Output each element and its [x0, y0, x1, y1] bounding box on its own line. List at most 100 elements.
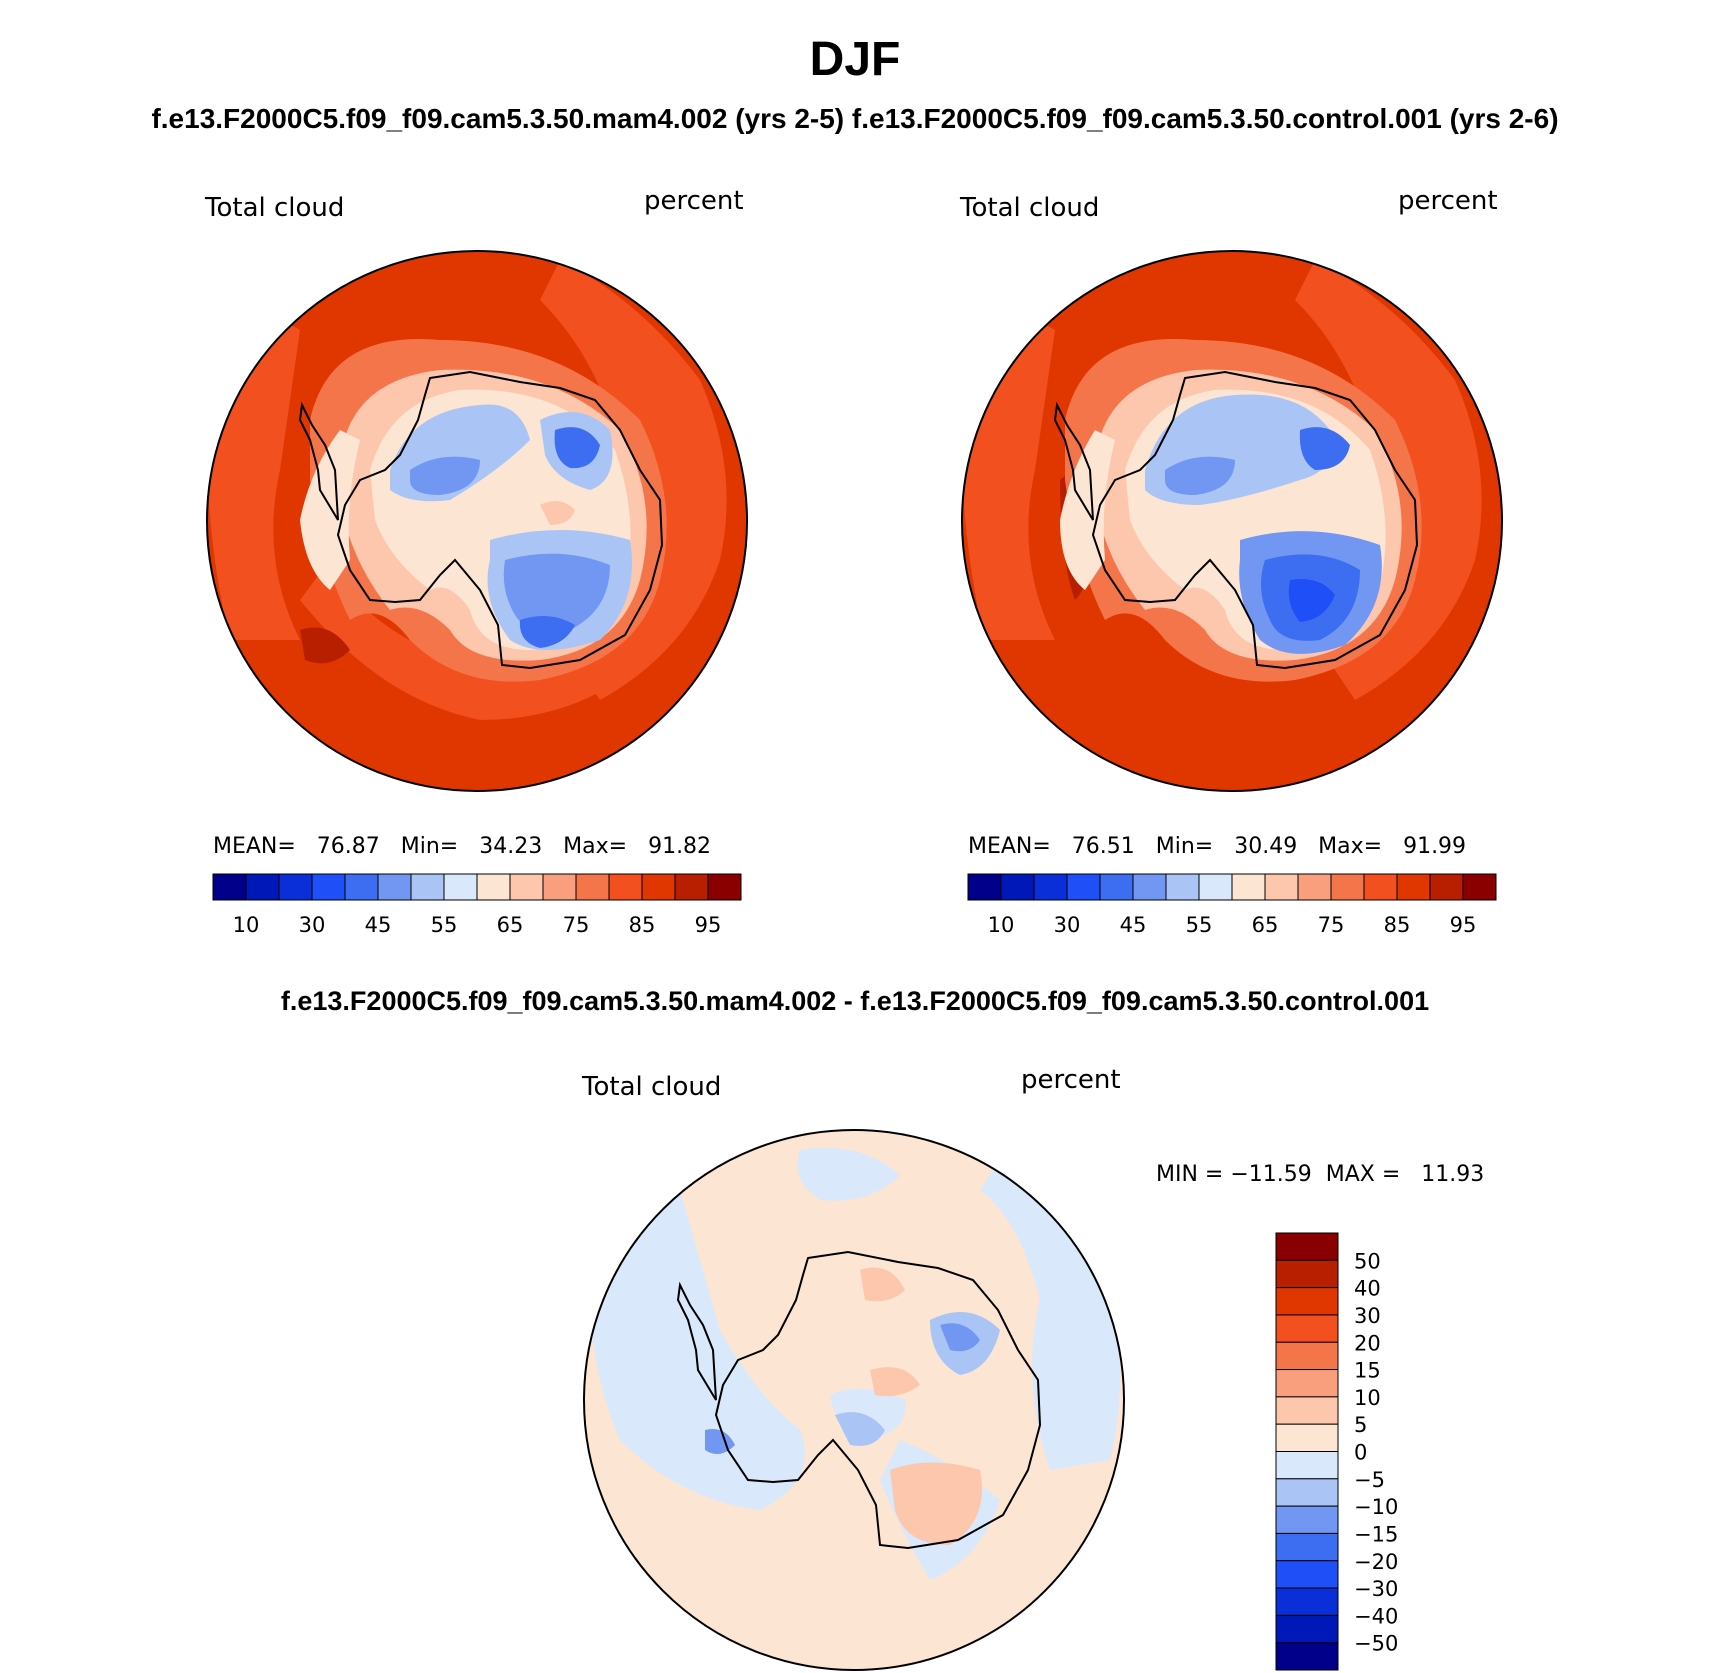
colorbar-1-swatch: [476, 873, 511, 901]
colorbar-2-tick-label: 55: [1186, 913, 1213, 937]
figure-title: DJF: [809, 33, 901, 86]
colorbar-2-swatch: [1033, 873, 1068, 901]
colorbar-diff-tick-label: 15: [1354, 1359, 1381, 1383]
map-boundary-2: [961, 250, 1503, 792]
colorbar-panel-2: [967, 873, 1497, 901]
colorbar-diff-swatch: [1275, 1259, 1339, 1289]
colorbar-diff-swatch: [1275, 1614, 1339, 1644]
colorbar-diff-swatch: [1275, 1423, 1339, 1452]
colorbar-2-tick-label: 30: [1054, 913, 1081, 937]
colorbar-2-tick-label: 95: [1450, 913, 1477, 937]
map-panel-2: [962, 251, 1502, 791]
antarctic-peninsula-1: [298, 401, 339, 521]
colorbar-2-tick-label: 75: [1318, 913, 1345, 937]
colorbar-1-tick-label: 85: [629, 913, 656, 937]
colorbar-1-swatch: [344, 873, 379, 901]
colorbar-diff-swatch: [1275, 1341, 1339, 1371]
diff-panel-variable-label: Total cloud: [582, 1072, 722, 1102]
colorbar-diff-tick-label: −30: [1354, 1577, 1398, 1601]
colorbar-1-tick-label: 65: [497, 913, 524, 937]
map-panel-1: [207, 251, 747, 791]
colorbar-diff-tick-label: −50: [1354, 1632, 1398, 1656]
colorbar-2-swatch: [1396, 873, 1431, 901]
colorbar-2-tick-label: 10: [988, 913, 1015, 937]
antarctica-coastline-2: [1091, 370, 1419, 670]
panel-1-units-label: percent: [644, 186, 744, 216]
colorbar-2-swatch: [1264, 873, 1299, 901]
colorbar-2-swatch: [1462, 873, 1497, 901]
colorbar-diff-tick-label: −5: [1354, 1468, 1385, 1492]
colorbar-diff-swatch: [1275, 1642, 1339, 1671]
colorbar-1-tick-label: 95: [695, 913, 722, 937]
colorbar-diff-swatch: [1275, 1396, 1339, 1425]
colorbar-difference: [1275, 1232, 1339, 1671]
colorbar-2-swatch: [1330, 873, 1365, 901]
colorbar-panel-1-ticks: 10 30 45 55 65 75 85 95: [233, 913, 722, 937]
colorbar-diff-tick-label: 40: [1354, 1277, 1381, 1301]
panel-1-stats: MEAN= 76.87 Min= 34.23 Max= 91.82: [213, 834, 712, 859]
colorbar-1-tick-label: 55: [431, 913, 458, 937]
antarctica-coastline-diff: [714, 1250, 1042, 1550]
antarctica-coastline-1: [336, 370, 664, 670]
panel-2-variable-label: Total cloud: [960, 193, 1100, 223]
colorbar-diff-tick-label: 30: [1354, 1304, 1381, 1328]
colorbar-1-swatch: [608, 873, 643, 901]
colorbar-1-swatch: [641, 873, 676, 901]
colorbar-1-tick-label: 75: [563, 913, 590, 937]
map-panel-difference: [584, 1130, 1124, 1670]
panel-1-variable-label: Total cloud: [205, 193, 345, 223]
colorbar-panel-1: [212, 873, 742, 901]
colorbar-diff-swatch: [1275, 1478, 1339, 1507]
colorbar-1-tick-label: 10: [233, 913, 260, 937]
map-boundary-diff: [583, 1129, 1125, 1671]
diff-panel-units-label: percent: [1021, 1065, 1121, 1095]
colorbar-2-swatch: [1066, 873, 1101, 901]
colorbar-diff-tick-label: −10: [1354, 1495, 1398, 1519]
colorbar-2-tick-label: 45: [1120, 913, 1147, 937]
colorbar-1-swatch: [509, 873, 544, 901]
colorbar-diff-swatch: [1275, 1232, 1339, 1261]
colorbar-1-swatch: [212, 873, 247, 901]
colorbar-1-swatch: [410, 873, 445, 901]
colorbar-diff-tick-label: 20: [1354, 1331, 1381, 1355]
colorbar-2-swatch: [1363, 873, 1398, 901]
runs-title: f.e13.F2000C5.f09_f09.cam5.3.50.mam4.002…: [151, 103, 1559, 134]
colorbar-2-swatch: [1000, 873, 1035, 901]
antarctic-peninsula-diff: [676, 1281, 717, 1401]
difference-title: f.e13.F2000C5.f09_f09.cam5.3.50.mam4.002…: [280, 986, 1430, 1016]
colorbar-1-swatch: [575, 873, 610, 901]
colorbar-diff-tick-label: 10: [1354, 1386, 1381, 1410]
colorbar-1-swatch: [542, 873, 577, 901]
colorbar-1-swatch: [443, 873, 478, 901]
colorbar-diff-tick-label: −15: [1354, 1522, 1398, 1546]
colorbar-diff-swatch: [1275, 1587, 1339, 1616]
colorbar-diff-swatch: [1275, 1560, 1339, 1589]
diff-panel-stats: MIN = −11.59 MAX = 11.93: [1156, 1162, 1485, 1187]
colorbar-1-swatch: [278, 873, 313, 901]
colorbar-diff-swatch: [1275, 1287, 1339, 1316]
colorbar-2-swatch: [1132, 873, 1167, 901]
colorbar-diff-tick-label: −20: [1354, 1550, 1398, 1574]
colorbar-2-swatch: [1231, 873, 1266, 901]
colorbar-2-swatch: [1099, 873, 1134, 901]
colorbar-1-tick-label: 30: [299, 913, 326, 937]
colorbar-1-tick-label: 45: [365, 913, 392, 937]
colorbar-panel-2-ticks: 10 30 45 55 65 75 85 95: [988, 913, 1477, 937]
colorbar-diff-tick-label: 0: [1354, 1441, 1367, 1465]
colorbar-1-swatch: [377, 873, 412, 901]
panel-2-stats: MEAN= 76.51 Min= 30.49 Max= 91.99: [968, 834, 1467, 859]
colorbar-2-tick-label: 65: [1252, 913, 1279, 937]
colorbar-diff-swatch: [1275, 1505, 1339, 1534]
colorbar-1-swatch: [245, 873, 280, 901]
colorbar-1-swatch: [674, 873, 709, 901]
colorbar-2-swatch: [1165, 873, 1200, 901]
colorbar-1-swatch: [707, 873, 742, 901]
colorbar-2-swatch: [1198, 873, 1233, 901]
colorbar-diff-tick-label: −40: [1354, 1604, 1398, 1628]
colorbar-2-tick-label: 85: [1384, 913, 1411, 937]
colorbar-2-swatch: [1297, 873, 1332, 901]
colorbar-1-swatch: [311, 873, 346, 901]
colorbar-diff-tick-label: 50: [1354, 1249, 1381, 1273]
